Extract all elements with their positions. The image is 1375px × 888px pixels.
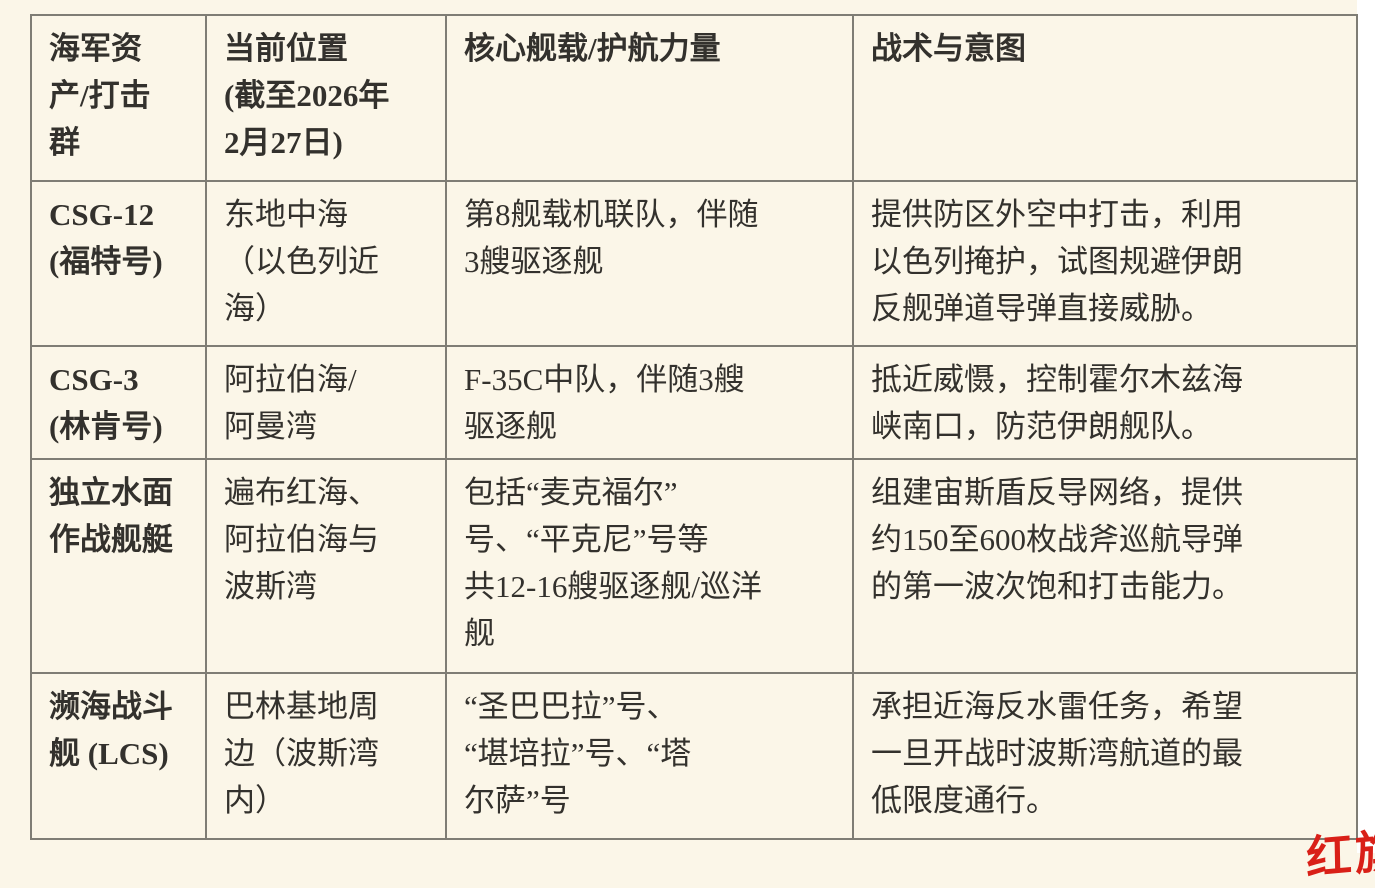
cell-tactics: 提供防区外空中打击，利用 以色列掩护，试图规避伊朗 反舰弹道导弹直接威胁。 bbox=[852, 180, 1358, 347]
cell-asset: 濒海战斗 舰 (LCS) bbox=[30, 672, 207, 840]
table-row: CSG-3 (林肯号) 阿拉伯海/ 阿曼湾 F-35C中队，伴随3艘 驱逐舰 抵… bbox=[30, 345, 1358, 460]
header-row: 海军资 产/打击 群 当前位置 (截至2026年 2月27日) 核心舰载/护航力… bbox=[30, 14, 1358, 182]
cell-asset: CSG-12 (福特号) bbox=[30, 180, 207, 347]
cell-location: 东地中海 （以色列近 海） bbox=[205, 180, 447, 347]
column-header-tactics: 战术与意图 bbox=[852, 14, 1358, 182]
table-row: 独立水面 作战舰艇 遍布红海、 阿拉伯海与 波斯湾 包括“麦克福尔” 号、“平克… bbox=[30, 458, 1358, 674]
column-header-location: 当前位置 (截至2026年 2月27日) bbox=[205, 14, 447, 182]
cell-location: 阿拉伯海/ 阿曼湾 bbox=[205, 345, 447, 460]
naval-assets-table: 海军资 产/打击 群 当前位置 (截至2026年 2月27日) 核心舰载/护航力… bbox=[30, 14, 1358, 840]
cell-tactics: 组建宙斯盾反导网络，提供 约150至600枚战斧巡航导弹 的第一波次饱和打击能力… bbox=[852, 458, 1358, 674]
cell-forces: 包括“麦克福尔” 号、“平克尼”号等 共12-16艘驱逐舰/巡洋 舰 bbox=[445, 458, 854, 674]
cell-asset: CSG-3 (林肯号) bbox=[30, 345, 207, 460]
cell-forces: “圣巴巴拉”号、 “堪培拉”号、“塔 尔萨”号 bbox=[445, 672, 854, 840]
column-header-forces: 核心舰载/护航力量 bbox=[445, 14, 854, 182]
red-calligraphy-watermark: 红旗 bbox=[1305, 824, 1375, 885]
page-right-margin bbox=[1357, 0, 1375, 853]
cell-location: 遍布红海、 阿拉伯海与 波斯湾 bbox=[205, 458, 447, 674]
cell-forces: F-35C中队，伴随3艘 驱逐舰 bbox=[445, 345, 854, 460]
column-header-asset: 海军资 产/打击 群 bbox=[30, 14, 207, 182]
cell-location: 巴林基地周 边（波斯湾 内） bbox=[205, 672, 447, 840]
table-row: 濒海战斗 舰 (LCS) 巴林基地周 边（波斯湾 内） “圣巴巴拉”号、 “堪培… bbox=[30, 672, 1358, 840]
cell-asset: 独立水面 作战舰艇 bbox=[30, 458, 207, 674]
table-row: CSG-12 (福特号) 东地中海 （以色列近 海） 第8舰载机联队，伴随 3艘… bbox=[30, 180, 1358, 347]
cell-tactics: 抵近威慑，控制霍尔木兹海 峡南口，防范伊朗舰队。 bbox=[852, 345, 1358, 460]
cell-forces: 第8舰载机联队，伴随 3艘驱逐舰 bbox=[445, 180, 854, 347]
cell-tactics: 承担近海反水雷任务，希望 一旦开战时波斯湾航道的最 低限度通行。 bbox=[852, 672, 1358, 840]
